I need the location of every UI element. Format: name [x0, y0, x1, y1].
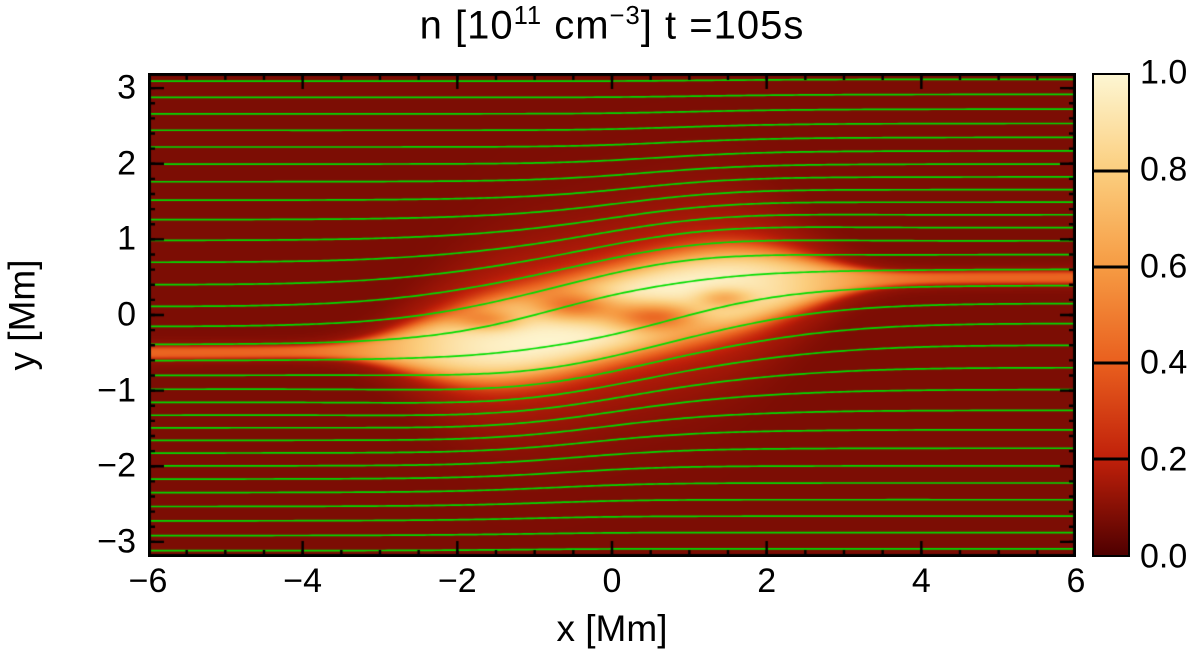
x-axis-label: x [Mm]	[556, 608, 668, 649]
title-units: cm	[542, 3, 610, 48]
y-axis-label: y [Mm]	[1, 259, 43, 371]
colorbar-tick-label: 0.6	[1140, 247, 1188, 286]
y-axis-tick-labels: −3 −2 −1 0 1 2 3	[44, 69, 144, 561]
y-tick-label: −2	[97, 446, 136, 485]
colorbar-tick-line	[1094, 457, 1128, 461]
y-tick-label: −1	[97, 371, 136, 410]
x-tick-label: 6	[1066, 562, 1086, 600]
colorbar-tick-label: 0.2	[1140, 440, 1188, 479]
colorbar	[1092, 73, 1130, 557]
y-tick-label: 3	[117, 68, 136, 107]
y-axis-label-box: y [Mm]	[0, 73, 44, 557]
colorbar-tick-label: 0.4	[1140, 343, 1188, 382]
colorbar-labels: 0.0 0.2 0.4 0.6 0.8 1.0	[1140, 54, 1200, 576]
colorbar-tick-label: 0.8	[1140, 150, 1188, 189]
density-heatmap-canvas	[148, 73, 1076, 557]
title-exponent-11: 11	[513, 2, 543, 30]
x-tick-label: 2	[757, 562, 777, 600]
colorbar-tick-line	[1094, 169, 1128, 173]
title-text: n [10	[419, 3, 514, 48]
colorbar-tick-label: 1.0	[1140, 53, 1188, 92]
x-axis-tick-labels: −6 −4 −2 0 2 4 6	[129, 562, 1086, 604]
y-tick-label: 1	[117, 219, 136, 258]
x-tick-label: 4	[911, 562, 931, 600]
x-tick-label: 0	[602, 562, 622, 600]
x-tick-label: −6	[128, 562, 168, 600]
y-tick-label: −3	[97, 522, 136, 561]
chart-title: n [1011 cm−3] t =105s	[148, 2, 1076, 48]
plot-area	[148, 73, 1076, 557]
x-tick-label: −2	[437, 562, 477, 600]
x-tick-label: −4	[283, 562, 323, 600]
colorbar-tick-line	[1094, 265, 1128, 269]
title-time: ] t =105s	[640, 3, 805, 48]
colorbar-tick-line	[1094, 361, 1128, 365]
y-tick-label: 2	[117, 144, 136, 183]
y-tick-label: 0	[117, 295, 136, 334]
colorbar-tick-label: 0.0	[1140, 537, 1188, 576]
title-exponent-minus3: −3	[609, 2, 641, 30]
